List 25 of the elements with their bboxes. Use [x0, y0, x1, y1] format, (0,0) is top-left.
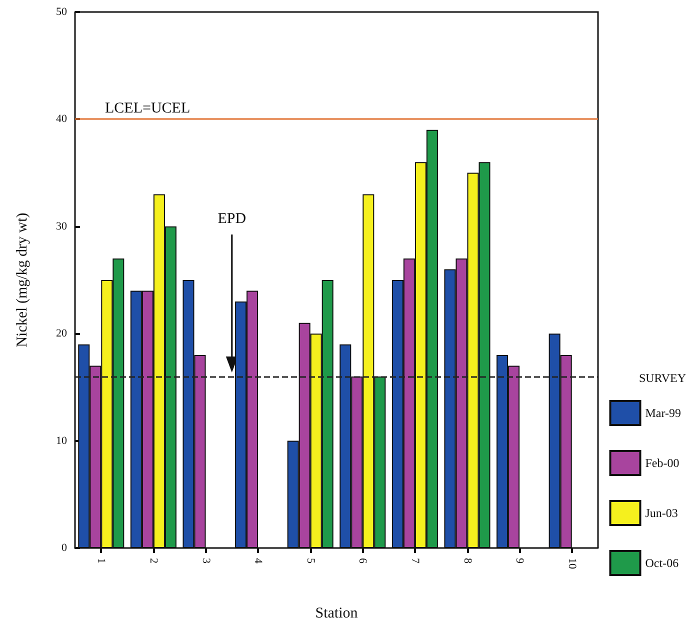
ref-line-label: LCEL=UCEL: [105, 100, 190, 117]
x-axis-title: Station: [315, 606, 358, 622]
y-tick-label: 30: [56, 220, 68, 232]
legend-label: Feb-00: [645, 456, 680, 470]
y-tick-label: 20: [56, 328, 68, 340]
y-tick-label: 50: [56, 6, 68, 18]
x-tick-label: 5: [304, 558, 316, 564]
x-tick-label: 10: [566, 558, 578, 570]
y-axis-title: Nickel (mg/kg dry wt): [14, 212, 30, 348]
legend-title: SURVEY: [638, 371, 686, 385]
x-tick-label: 3: [200, 558, 212, 564]
annotation: EPD: [218, 210, 246, 227]
y-tick-label: 10: [56, 434, 68, 447]
x-tick-label: 7: [408, 558, 421, 564]
x-tick-label: 6: [356, 558, 369, 564]
x-tick-label: 4: [252, 558, 264, 564]
legend-label: Oct-06: [645, 556, 679, 570]
x-tick-label: 2: [147, 558, 160, 564]
y-tick-label: 0: [62, 542, 68, 554]
legend-label: Mar-99: [645, 406, 681, 420]
x-tick-label: 9: [514, 558, 526, 564]
x-tick-label: 1: [95, 558, 108, 564]
y-tick-label: 40: [56, 113, 68, 126]
x-tick-label: 8: [461, 558, 474, 564]
legend-label: Jun-03: [645, 506, 678, 520]
